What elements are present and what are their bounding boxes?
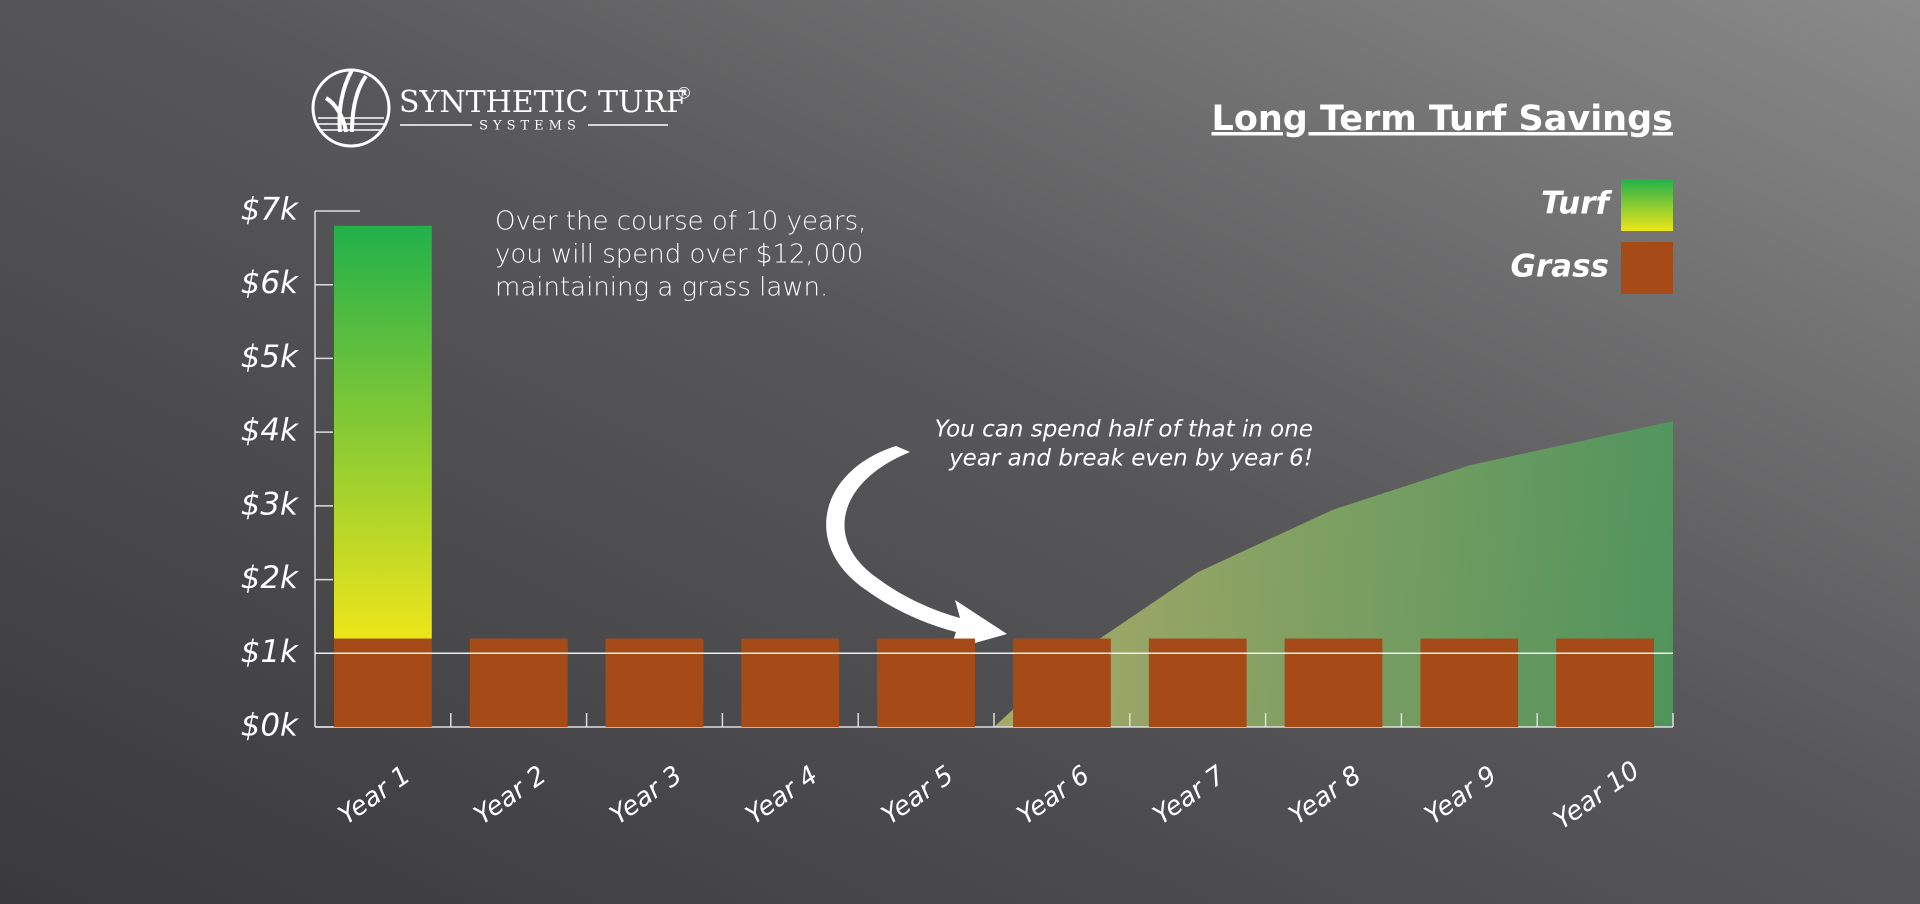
bar: [1284, 638, 1383, 727]
y-tick-label: $3k: [241, 486, 299, 522]
y-tick-label: $5k: [241, 339, 299, 375]
callout: You can spend half of that in one: [935, 417, 1313, 443]
bar: [334, 638, 432, 727]
logo-lines: [318, 117, 384, 131]
callout: year and break even by year 6!: [948, 446, 1313, 472]
bar: [334, 225, 432, 639]
logo-name: SYNTHETIC TURF: [399, 85, 687, 120]
y-tick-label: $7k: [241, 192, 299, 228]
bar: [877, 638, 975, 727]
bar: [1148, 638, 1247, 727]
y-tick-label: $1k: [241, 634, 299, 670]
chart-title: Long Term Turf Savings: [1212, 99, 1673, 139]
callout-arrow: [826, 446, 1007, 650]
legend-swatch: [1621, 179, 1673, 231]
annotation: maintaining a grass lawn.: [495, 273, 828, 303]
bar: [1556, 638, 1654, 727]
bar: [605, 638, 704, 727]
y-tick-label: $4k: [241, 413, 299, 449]
bar: [469, 638, 568, 727]
bar: [1013, 638, 1111, 727]
legend-label: Grass: [1510, 249, 1609, 285]
y-tick-label: $0k: [241, 708, 299, 744]
bar: [741, 638, 840, 727]
y-tick-label: $2k: [241, 560, 299, 596]
bar: [1420, 638, 1519, 727]
logo-tagline: SYSTEMS: [479, 119, 581, 134]
logo-mark: ®: [676, 84, 692, 103]
legend-swatch: [1621, 242, 1673, 294]
annotation: you will spend over $12,000: [495, 240, 863, 270]
legend-label: Turf: [1541, 186, 1613, 222]
logo: SYNTHETIC TURF ® SYSTEMS: [311, 68, 692, 148]
annotation: Over the course of 10 years,: [495, 207, 866, 237]
y-tick-label: $6k: [241, 265, 299, 301]
logo-grass: [324, 69, 368, 133]
